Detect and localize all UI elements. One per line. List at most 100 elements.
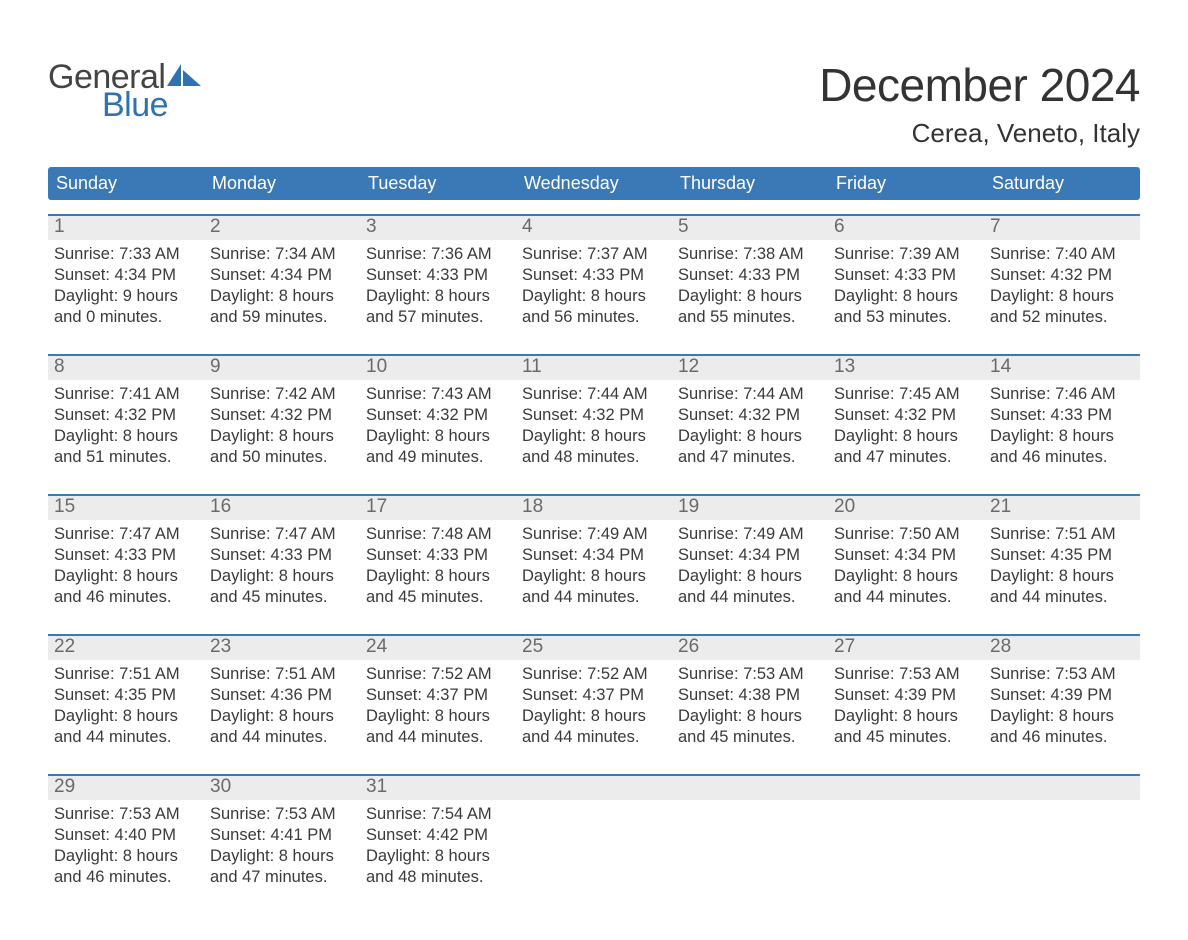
sunset-line: Sunset: 4:34 PM — [522, 545, 666, 566]
daylight-line: and 55 minutes. — [678, 307, 822, 328]
sunrise-line: Sunrise: 7:51 AM — [210, 664, 354, 685]
daylight-line: and 57 minutes. — [366, 307, 510, 328]
day-cell: Sunrise: 7:47 AMSunset: 4:33 PMDaylight:… — [48, 520, 204, 620]
sunset-line: Sunset: 4:37 PM — [522, 685, 666, 706]
day-cell: Sunrise: 7:51 AMSunset: 4:36 PMDaylight:… — [204, 660, 360, 760]
daylight-line: Daylight: 8 hours — [54, 426, 198, 447]
day-number: 17 — [360, 496, 516, 520]
daylight-line: and 44 minutes. — [522, 727, 666, 748]
sunset-line: Sunset: 4:32 PM — [210, 405, 354, 426]
day-cell: Sunrise: 7:54 AMSunset: 4:42 PMDaylight:… — [360, 800, 516, 900]
dow-monday: Monday — [204, 167, 360, 200]
daylight-line: Daylight: 8 hours — [834, 286, 978, 307]
daylight-line: and 45 minutes. — [366, 587, 510, 608]
day-number: 15 — [48, 496, 204, 520]
sunrise-line: Sunrise: 7:43 AM — [366, 384, 510, 405]
day-number: 8 — [48, 356, 204, 380]
day-cell: Sunrise: 7:39 AMSunset: 4:33 PMDaylight:… — [828, 240, 984, 340]
daylight-line: and 56 minutes. — [522, 307, 666, 328]
daylight-line: and 46 minutes. — [990, 447, 1134, 468]
sunset-line: Sunset: 4:32 PM — [834, 405, 978, 426]
daylight-line: and 45 minutes. — [834, 727, 978, 748]
day-cell: Sunrise: 7:42 AMSunset: 4:32 PMDaylight:… — [204, 380, 360, 480]
sunrise-line: Sunrise: 7:40 AM — [990, 244, 1134, 265]
sunset-line: Sunset: 4:42 PM — [366, 825, 510, 846]
day-cell: Sunrise: 7:53 AMSunset: 4:41 PMDaylight:… — [204, 800, 360, 900]
daylight-line: Daylight: 8 hours — [990, 566, 1134, 587]
daylight-line: Daylight: 8 hours — [54, 706, 198, 727]
sunset-line: Sunset: 4:32 PM — [366, 405, 510, 426]
sunrise-line: Sunrise: 7:37 AM — [522, 244, 666, 265]
sunset-line: Sunset: 4:33 PM — [366, 545, 510, 566]
sunrise-line: Sunrise: 7:34 AM — [210, 244, 354, 265]
daylight-line: Daylight: 8 hours — [366, 846, 510, 867]
sunset-line: Sunset: 4:40 PM — [54, 825, 198, 846]
day-number: 25 — [516, 636, 672, 660]
calendar-grid: Sunday Monday Tuesday Wednesday Thursday… — [48, 167, 1140, 900]
daylight-line: Daylight: 8 hours — [210, 846, 354, 867]
day-cell: Sunrise: 7:36 AMSunset: 4:33 PMDaylight:… — [360, 240, 516, 340]
day-number: 4 — [516, 216, 672, 240]
sunset-line: Sunset: 4:32 PM — [990, 265, 1134, 286]
day-number: 16 — [204, 496, 360, 520]
day-cell: Sunrise: 7:52 AMSunset: 4:37 PMDaylight:… — [360, 660, 516, 760]
day-cell: Sunrise: 7:38 AMSunset: 4:33 PMDaylight:… — [672, 240, 828, 340]
day-cell: Sunrise: 7:44 AMSunset: 4:32 PMDaylight:… — [516, 380, 672, 480]
month-title: December 2024 — [819, 58, 1140, 112]
day-number: 23 — [204, 636, 360, 660]
sunrise-line: Sunrise: 7:36 AM — [366, 244, 510, 265]
daylight-line: Daylight: 9 hours — [54, 286, 198, 307]
day-number: 21 — [984, 496, 1140, 520]
sunrise-line: Sunrise: 7:41 AM — [54, 384, 198, 405]
sunset-line: Sunset: 4:34 PM — [210, 265, 354, 286]
dow-saturday: Saturday — [984, 167, 1140, 200]
title-block: December 2024 Cerea, Veneto, Italy — [819, 20, 1140, 163]
day-cell: Sunrise: 7:44 AMSunset: 4:32 PMDaylight:… — [672, 380, 828, 480]
day-number: 22 — [48, 636, 204, 660]
day-number: 11 — [516, 356, 672, 380]
week-row: 293031Sunrise: 7:53 AMSunset: 4:40 PMDay… — [48, 774, 1140, 900]
day-number: 20 — [828, 496, 984, 520]
dow-thursday: Thursday — [672, 167, 828, 200]
dow-sunday: Sunday — [48, 167, 204, 200]
sunset-line: Sunset: 4:32 PM — [54, 405, 198, 426]
daylight-line: and 46 minutes. — [54, 867, 198, 888]
day-number — [984, 776, 1140, 800]
day-number: 14 — [984, 356, 1140, 380]
day-data-row: Sunrise: 7:47 AM Sunset: 4:33 PM Daylight:… — [48, 520, 1140, 620]
day-cell: Sunrise: 7:49 AMSunset: 4:34 PMDaylight:… — [672, 520, 828, 620]
day-number: 6 — [828, 216, 984, 240]
sunrise-line: Sunrise: 7:42 AM — [210, 384, 354, 405]
calendar-page: General Blue December 2024 Cerea, Veneto… — [0, 0, 1188, 940]
sunrise-line: Sunrise: 7:52 AM — [522, 664, 666, 685]
sunset-line: Sunset: 4:41 PM — [210, 825, 354, 846]
brand-logo: General Blue — [48, 60, 201, 122]
sunset-line: Sunset: 4:38 PM — [678, 685, 822, 706]
daylight-line: and 49 minutes. — [366, 447, 510, 468]
daylight-line: Daylight: 8 hours — [522, 426, 666, 447]
day-cell: Sunrise: 7:51 AMSunset: 4:35 PMDaylight:… — [48, 660, 204, 760]
sunrise-line: Sunrise: 7:45 AM — [834, 384, 978, 405]
daylight-line: Daylight: 8 hours — [54, 566, 198, 587]
daylight-line: Daylight: 8 hours — [678, 566, 822, 587]
daylight-line: and 46 minutes. — [990, 727, 1134, 748]
sunset-line: Sunset: 4:34 PM — [678, 545, 822, 566]
day-number — [516, 776, 672, 800]
sunrise-line: Sunrise: 7:51 AM — [54, 664, 198, 685]
day-data-row: Sunrise: 7:41 AMSunset: 4:32 PMDaylight:… — [48, 380, 1140, 480]
day-number: 1 — [48, 216, 204, 240]
daylight-line: and 46 minutes. — [54, 587, 198, 608]
daylight-line: Daylight: 8 hours — [678, 706, 822, 727]
day-number: 12 — [672, 356, 828, 380]
daylight-line: and 44 minutes. — [366, 727, 510, 748]
daylight-line: Daylight: 8 hours — [834, 706, 978, 727]
location-subtitle: Cerea, Veneto, Italy — [819, 118, 1140, 149]
sunrise-line: Sunrise: 7:44 AM — [678, 384, 822, 405]
daylight-line: and 44 minutes. — [678, 587, 822, 608]
daylight-line: Daylight: 8 hours — [366, 286, 510, 307]
sunrise-line: Sunrise: 7:51 AM — [990, 524, 1134, 545]
sunset-line: Sunset: 4:39 PM — [990, 685, 1134, 706]
sunrise-line: Sunrise: 7:47 AM — [54, 524, 198, 545]
sunrise-line: Sunrise: 7:47 AM — [210, 524, 354, 545]
sunrise-line: Sunrise: 7:38 AM — [678, 244, 822, 265]
